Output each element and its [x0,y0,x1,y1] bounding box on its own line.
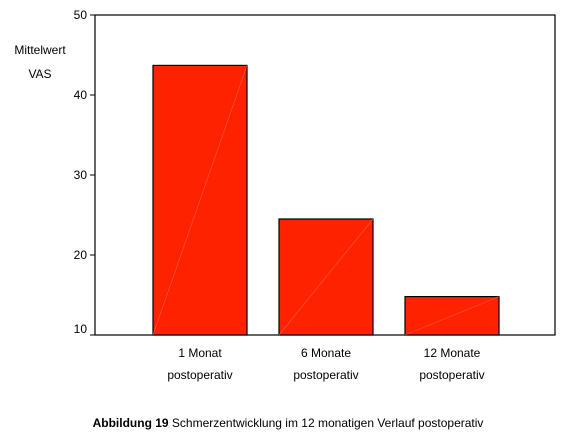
x-tick-label: 6 Monate [301,346,351,360]
caption-text: Schmerzentwicklung im 12 monatigen Verla… [168,416,484,430]
y-axis-label: Mittelwert VAS [8,38,72,86]
y-tick-label: 40 [74,88,88,102]
x-tick-label: 1 Monat [178,346,222,360]
x-tick-label: postoperativ [419,368,484,382]
figure-caption: Abbildung 19 Schmerzentwicklung im 12 mo… [0,416,576,430]
y-tick-label: 30 [74,168,88,182]
y-tick-label: 20 [74,248,88,262]
bar-shading-line [404,296,500,336]
x-tick-label: postoperativ [167,368,232,382]
bar-chart: 10 20 30 40 50 1 Monat postoperativ 6 Monate pos… [74,8,556,382]
x-tick-label: 12 Monate [424,346,481,360]
bar-shading-line [278,218,374,336]
bar-shading-line [152,65,248,336]
caption-label: Abbildung 19 [92,416,169,430]
y-axis-label-line-1: Mittelwert [14,43,66,57]
x-tick-label: postoperativ [293,368,358,382]
y-axis-label-line-2: VAS [28,67,52,81]
y-tick-label: 50 [74,8,88,22]
y-tick-label: 10 [74,322,88,336]
